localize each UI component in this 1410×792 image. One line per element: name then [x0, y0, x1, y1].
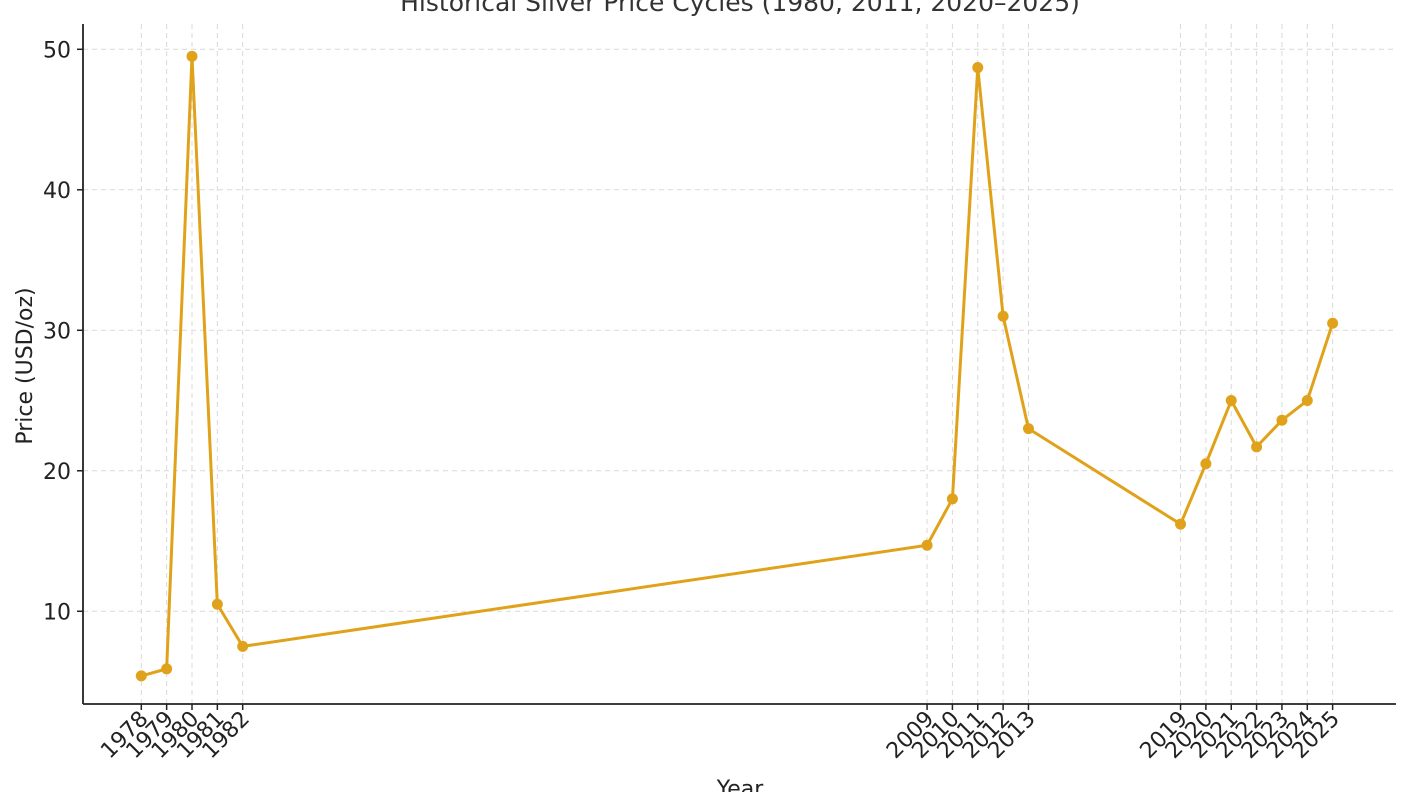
y-tick-label: 20: [43, 460, 71, 485]
data-point: [1276, 414, 1288, 426]
series-layer: [135, 50, 1339, 682]
data-point: [997, 310, 1009, 322]
data-point: [1327, 317, 1339, 329]
chart-title: Historical Silver Price Cycles (1980, 20…: [400, 0, 1080, 17]
data-point: [135, 670, 147, 682]
data-point: [921, 539, 933, 551]
x-axis-title: Year: [716, 777, 765, 792]
data-point: [972, 62, 984, 74]
y-tick-label: 30: [43, 319, 71, 344]
data-point: [186, 50, 198, 62]
data-point: [1022, 423, 1034, 435]
y-tick-label: 50: [43, 38, 71, 63]
axis-layer: [77, 24, 1396, 710]
data-point: [1301, 395, 1313, 407]
y-tick-label: 40: [43, 179, 71, 204]
data-point: [1225, 395, 1237, 407]
data-point: [211, 598, 223, 610]
y-tick-label: 10: [43, 600, 71, 625]
data-point: [1251, 441, 1263, 453]
data-point: [1200, 458, 1212, 470]
series-line: [140, 54, 1335, 678]
data-point: [946, 493, 958, 505]
data-point: [237, 640, 249, 652]
data-point: [161, 663, 173, 675]
y-axis-title: Price (USD/oz): [13, 287, 38, 444]
data-point: [1175, 518, 1187, 530]
grid-layer: [83, 24, 1396, 704]
